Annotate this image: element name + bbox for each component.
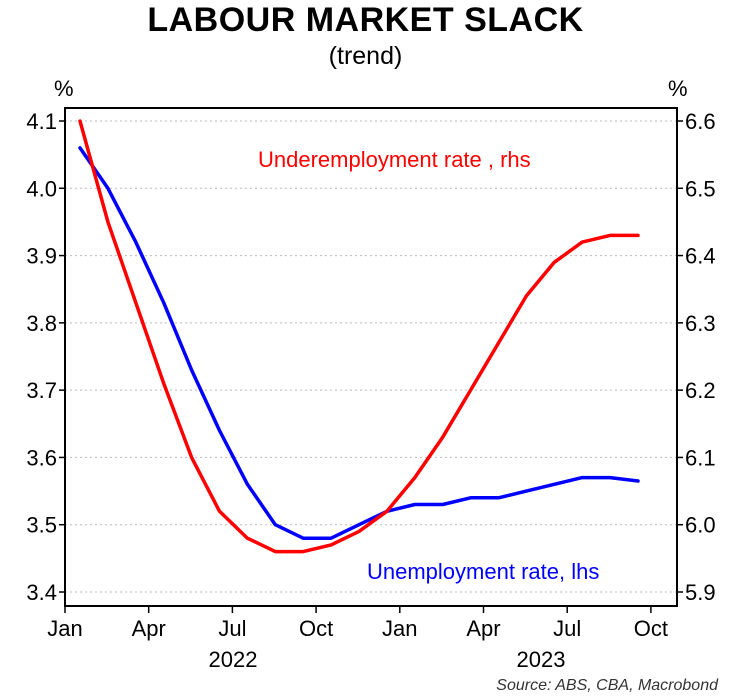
chart-subtitle: (trend) [328,42,403,70]
underemployment-rate-line [78,119,640,554]
unemployment-rate-line [78,146,640,540]
x-tick-label: Oct [299,616,333,641]
x-tick-label: Jul [218,616,246,641]
right-tick-label: 6.4 [685,244,716,269]
gridlines [65,120,677,593]
right-axis: 5.9 6.0 6.1 6.2 6.3 6.4 6.5 6.6 [677,109,716,605]
right-axis-unit: % [668,76,688,101]
right-tick-label: 6.0 [685,513,716,538]
right-tick-label: 6.3 [685,311,716,336]
right-tick-label: 6.2 [685,378,716,403]
series-lines [78,119,640,554]
left-tick-label: 3.8 [26,311,57,336]
right-tick-label: 6.6 [685,109,716,134]
right-tick-label: 6.5 [685,176,716,201]
x-year-label: 2023 [517,647,566,672]
right-tick-label: 6.1 [685,445,716,470]
left-tick-label: 3.9 [26,244,57,269]
left-tick-label: 3.6 [26,445,57,470]
x-tick-label: Apr [132,616,166,641]
chart-title: LABOUR MARKET SLACK [147,1,584,39]
x-tick-label: Jan [47,616,82,641]
x-axis: Jan Apr Jul Oct Jan Apr Jul Oct 2022 2023 [47,606,668,672]
x-year-label: 2022 [209,647,258,672]
left-tick-label: 4.1 [26,109,57,134]
right-tick-label: 5.9 [685,580,716,605]
unemployment-label: Unemployment rate, lhs [367,559,599,584]
x-tick-label: Jan [382,616,417,641]
x-tick-label: Apr [466,616,500,641]
x-tick-label: Oct [634,616,668,641]
underemployment-label: Underemployment rate , rhs [258,147,531,172]
source-note: Source: ABS, CBA, Macrobond [496,677,719,694]
left-tick-label: 3.4 [26,580,57,605]
left-tick-label: 3.5 [26,513,57,538]
left-tick-label: 3.7 [26,378,57,403]
x-tick-label: Jul [553,616,581,641]
left-axis-unit: % [54,76,74,101]
left-axis: 3.4 3.5 3.6 3.7 3.8 3.9 4.0 4.1 [26,109,65,605]
left-tick-label: 4.0 [26,176,57,201]
plot-frame [64,107,678,607]
